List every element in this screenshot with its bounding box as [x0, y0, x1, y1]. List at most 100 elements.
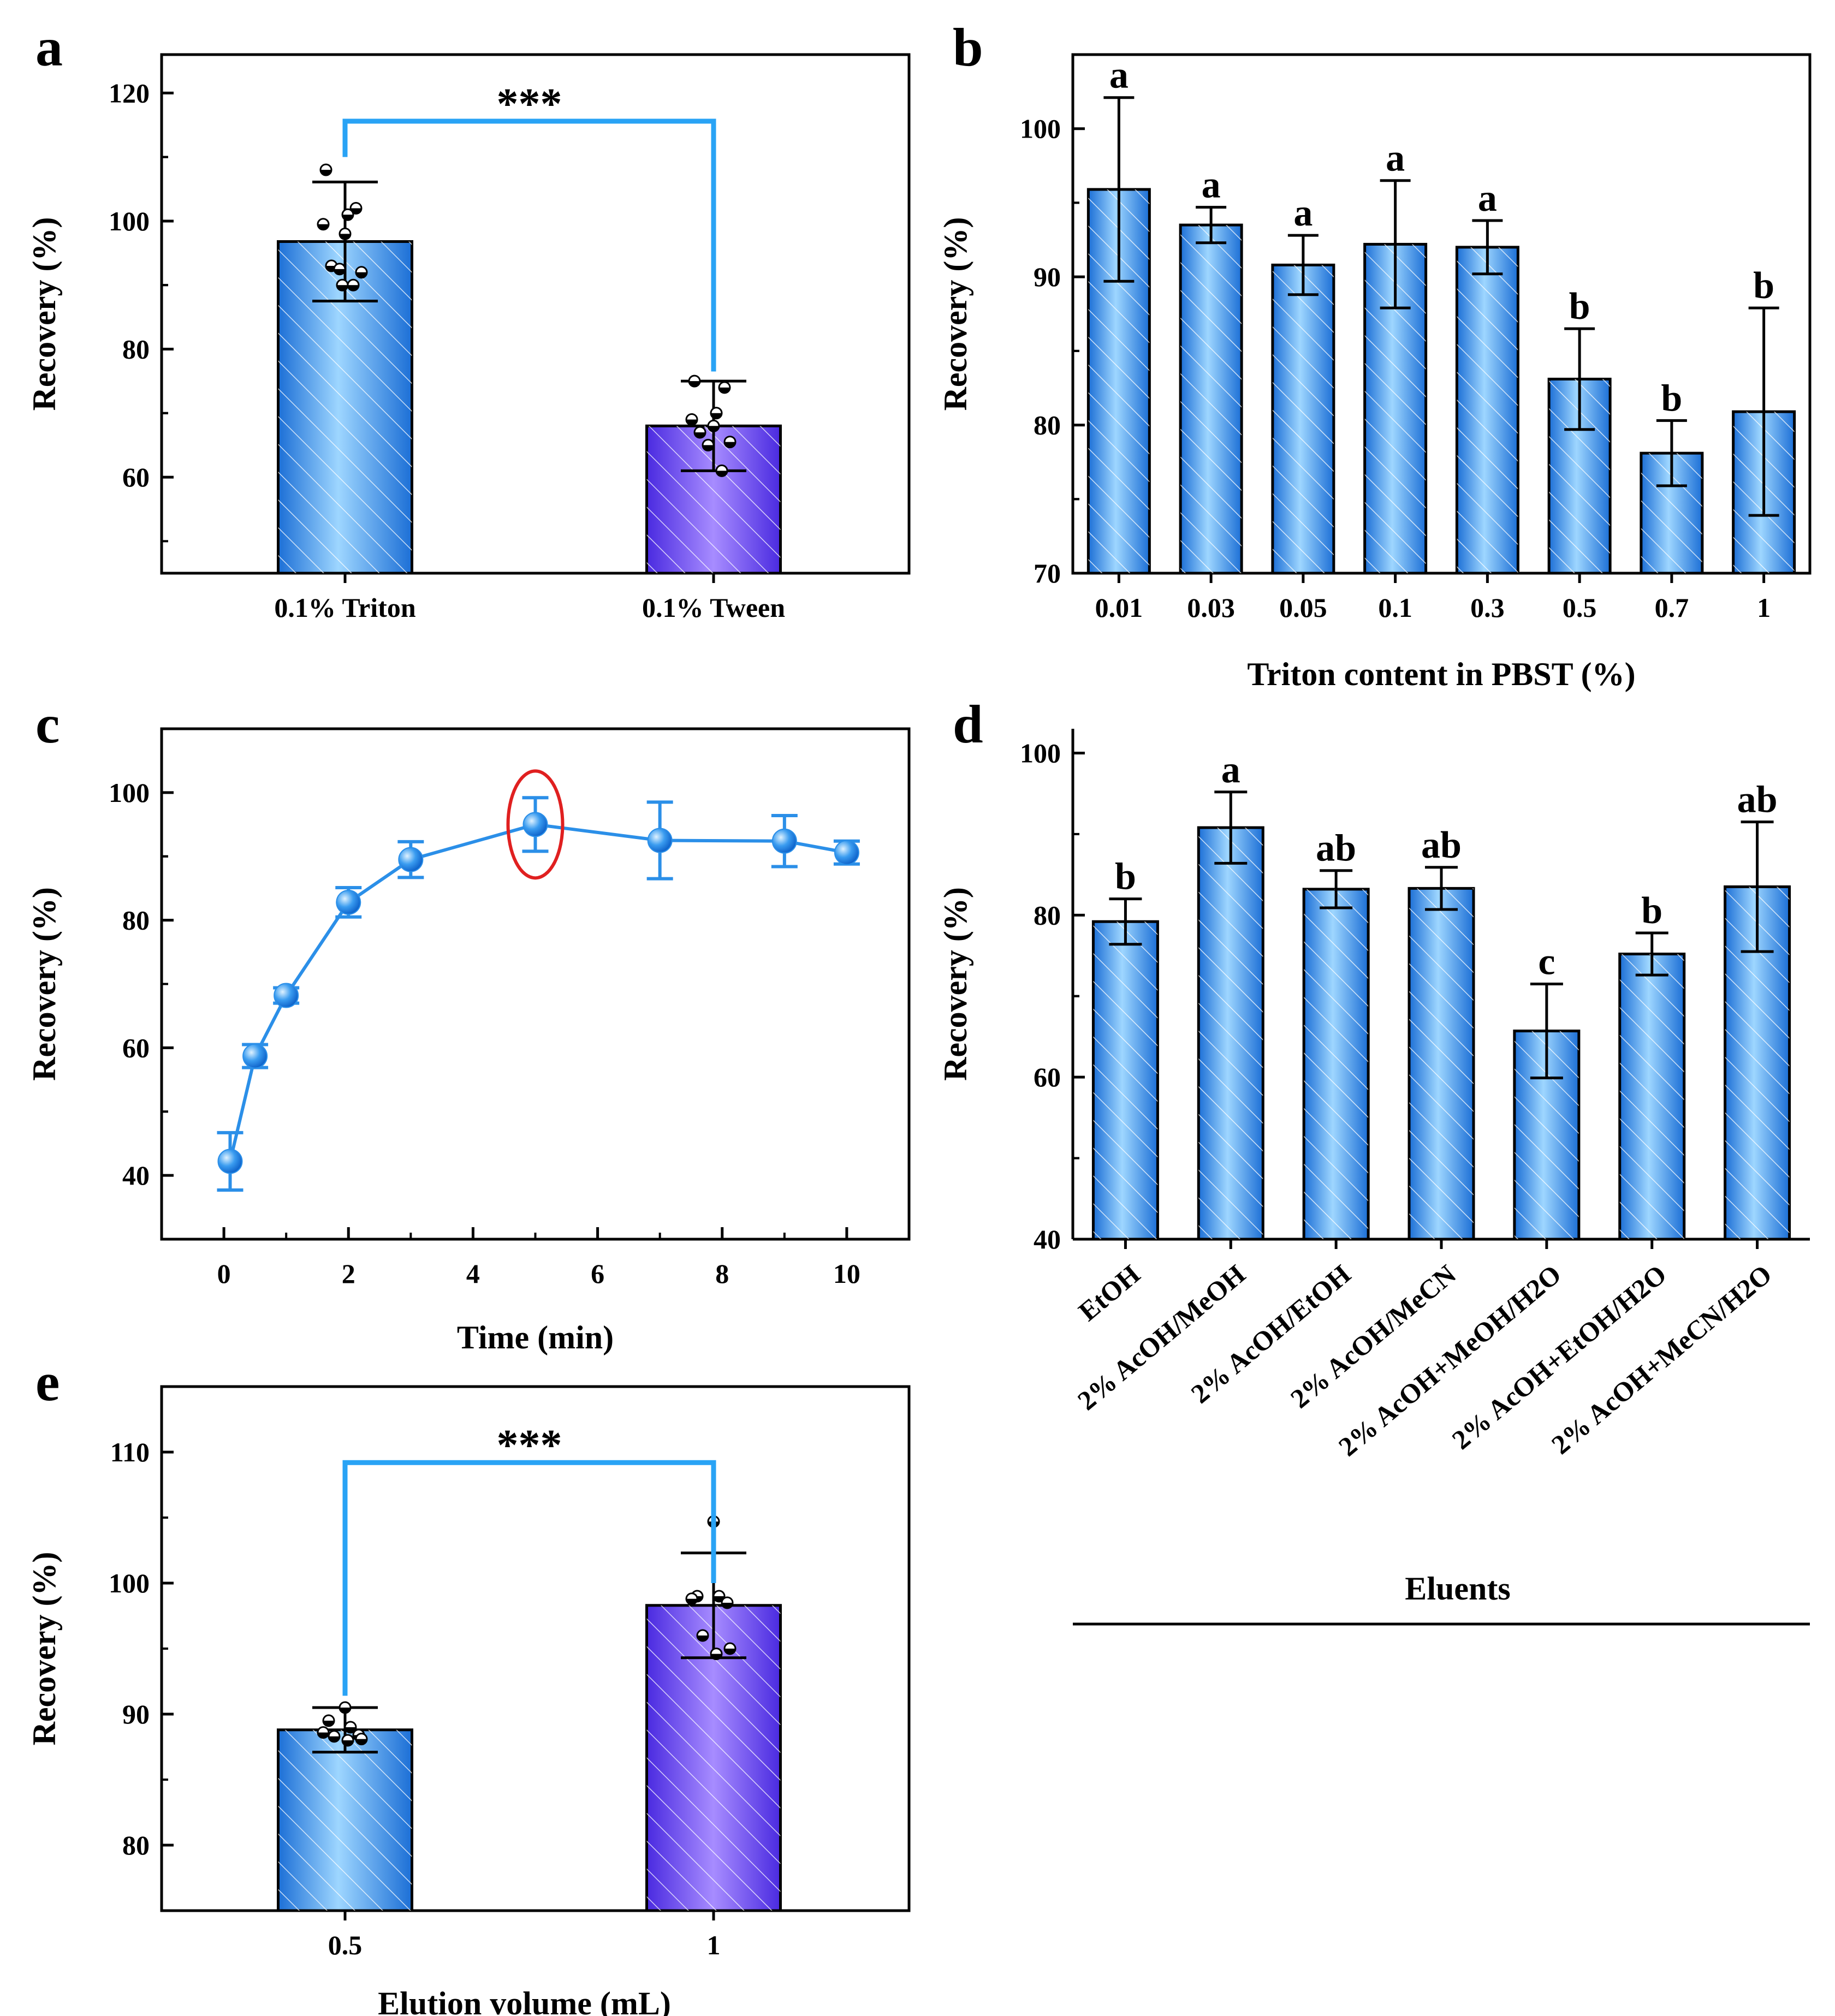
y-tick-label: 100 [1020, 114, 1061, 144]
bar-hatch [1457, 247, 1518, 573]
x-tick-label: EtOH [1073, 1258, 1146, 1327]
data-point-half [318, 1732, 329, 1738]
x-tick-label: 8 [715, 1258, 729, 1289]
data-marker [217, 1149, 243, 1174]
data-point-half [719, 387, 730, 393]
y-tick-label: 100 [109, 206, 150, 236]
x-axis-title: Elution volume (mL) [378, 1985, 671, 2016]
data-point-half [320, 170, 331, 176]
y-tick-label: 80 [122, 1830, 150, 1860]
y-tick-label: 90 [1034, 261, 1061, 292]
bar-hatch [1180, 225, 1242, 574]
significance-letter: a [1109, 55, 1129, 97]
data-point-half [686, 419, 697, 425]
x-tick-label: 0.05 [1279, 592, 1327, 623]
y-axis-title: Recovery (%) [937, 887, 973, 1081]
data-point-half [722, 1603, 733, 1608]
bar-hatch [1272, 265, 1334, 573]
significance-stars: *** [497, 80, 562, 128]
highlight-ellipse [506, 769, 565, 880]
x-tick-label: 0.3 [1470, 592, 1505, 623]
y-tick-label: 100 [109, 777, 150, 808]
data-marker [834, 840, 859, 865]
data-point-half [686, 1598, 697, 1604]
x-tick-label: 0.1 [1378, 592, 1412, 623]
series-line [228, 823, 847, 1162]
panel-e-bar-chart: 80 90 100 110 Recovery (%) 0.5 1 *** Elution vol… [26, 1385, 911, 2016]
x-axis-title: Time (min) [457, 1319, 614, 1355]
y-tick-label: 70 [1034, 558, 1061, 588]
significance-bracket [342, 1460, 716, 1696]
bar-hatch [1198, 828, 1263, 1239]
significance-letter: a [1293, 192, 1313, 234]
bar-hatch [1093, 921, 1158, 1239]
data-point-half [356, 272, 367, 278]
significance-letter: a [1386, 138, 1405, 180]
data-point-half [694, 432, 705, 438]
y-axis-title: Recovery (%) [937, 217, 973, 411]
panel-a-bar-chart: 60 80 100 120 Recovery (%) 0.1% Triton 0.1% Tw… [26, 53, 911, 623]
data-marker [336, 889, 361, 915]
bar-hatch [1619, 954, 1684, 1239]
x-tick-label: 0.5 [1563, 592, 1597, 623]
data-point-half [318, 224, 329, 230]
y-tick-label: 60 [1034, 1062, 1061, 1092]
data-point-half [334, 269, 345, 275]
data-marker [522, 812, 548, 837]
x-tick-label: 1 [707, 1930, 721, 1960]
bar-hatch [1304, 889, 1369, 1239]
bar-hatch [278, 1729, 412, 1911]
significance-letter: b [1115, 856, 1136, 898]
significance-letter: ab [1316, 828, 1356, 870]
significance-letter: a [1202, 164, 1221, 206]
panel-letter-e: e [35, 1352, 60, 1412]
significance-letter: a [1478, 177, 1497, 219]
y-tick-label: 100 [109, 1568, 150, 1598]
significance-letter: b [1641, 890, 1662, 932]
x-tick-label: 1 [1757, 592, 1771, 623]
y-tick-label: 100 [1020, 738, 1061, 769]
panel-c-line-chart: 40 60 80 100 Recovery (%) 0 2 4 6 8 10 Time (min) [26, 727, 911, 1355]
y-tick-label: 110 [110, 1437, 150, 1467]
data-point-half [711, 1654, 722, 1660]
data-marker [647, 828, 673, 853]
x-tick-label: 0.03 [1187, 592, 1235, 623]
x-tick-label: 0.1% Tween [642, 592, 785, 623]
y-tick-label: 40 [122, 1160, 150, 1191]
panel-b-bar-chart: 70 80 90 100 Recovery (%) 0.01 a 0.03 a 0.05 a 0.1 a… [937, 53, 1812, 692]
data-point-half [716, 471, 727, 477]
data-point-half [340, 1708, 351, 1713]
data-point-half [697, 1636, 708, 1641]
y-tick-label: 80 [1034, 900, 1061, 930]
data-point-half [337, 285, 348, 291]
data-point-half [689, 381, 700, 387]
data-point-half [323, 1721, 334, 1726]
data-point-half [348, 285, 359, 291]
significance-letter: ab [1421, 824, 1462, 866]
y-tick-label: 60 [122, 462, 150, 492]
significance-stars: *** [497, 1422, 562, 1470]
panel-letter-d: d [953, 694, 983, 754]
x-tick-label: 10 [833, 1258, 860, 1289]
x-tick-label: 4 [466, 1258, 480, 1289]
data-point-half [725, 1649, 735, 1654]
data-point-half [708, 426, 719, 432]
significance-letter: b [1753, 265, 1774, 307]
x-axis-title: Eluents [1405, 1571, 1510, 1607]
plot-frame [1071, 53, 1812, 575]
y-tick-label: 120 [109, 78, 150, 108]
data-point-half [342, 215, 353, 221]
data-marker [274, 983, 299, 1008]
significance-letter: b [1569, 286, 1590, 328]
panel-letter-c: c [35, 694, 60, 754]
y-tick-label: 80 [122, 905, 150, 936]
x-tick-label: 6 [591, 1258, 604, 1289]
data-point-half [356, 1739, 367, 1745]
y-axis-title: Recovery (%) [26, 1552, 62, 1746]
x-tick-label: 0.7 [1655, 592, 1689, 623]
data-point-half [342, 1740, 353, 1746]
significance-letter: c [1538, 941, 1555, 983]
y-tick-label: 80 [122, 334, 150, 365]
y-tick-label: 90 [122, 1699, 150, 1729]
x-tick-label: 0.1% Triton [274, 592, 415, 623]
